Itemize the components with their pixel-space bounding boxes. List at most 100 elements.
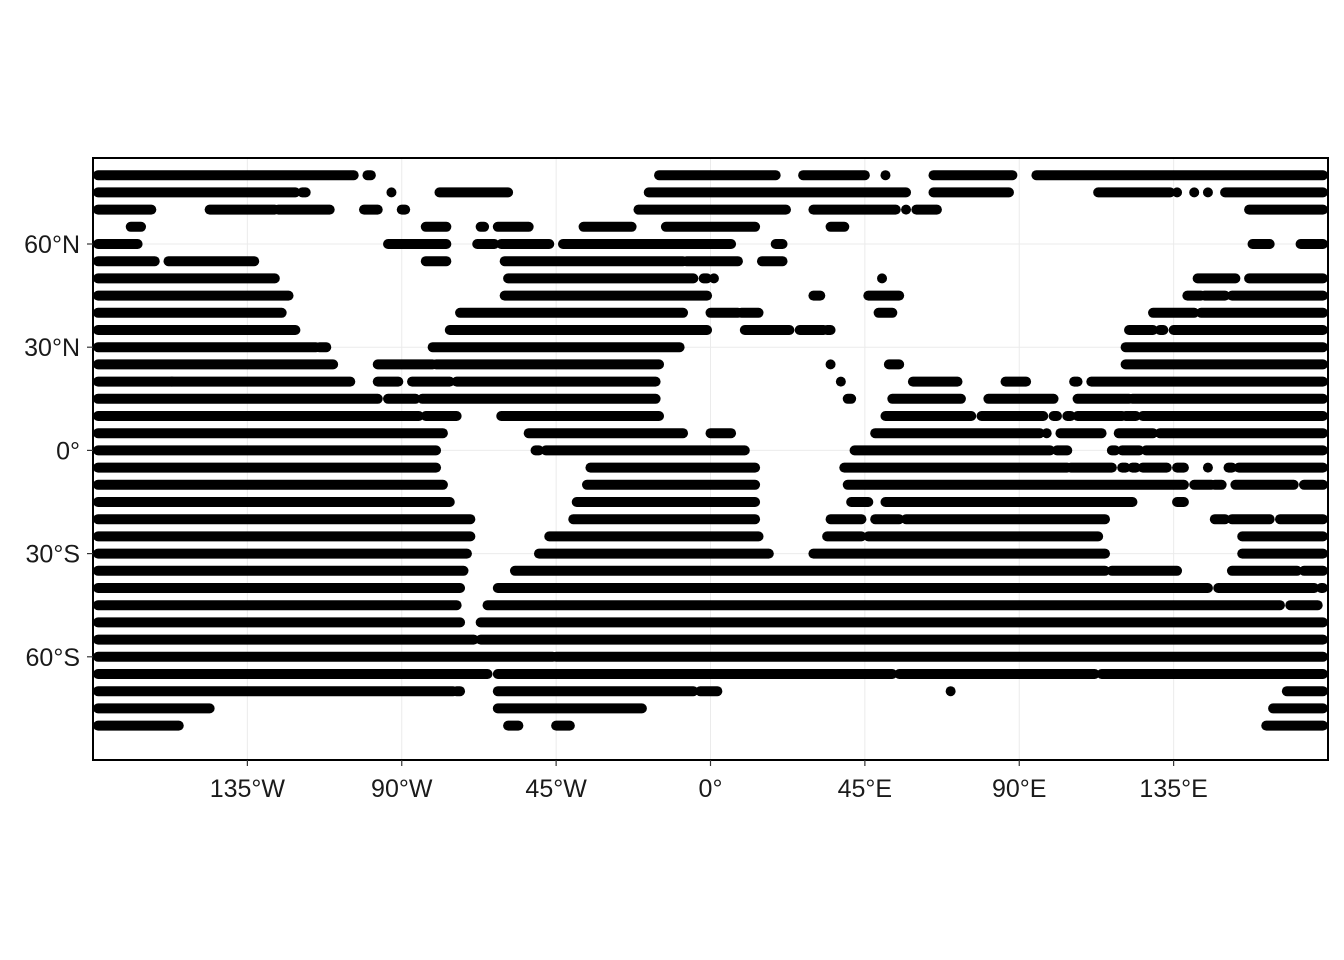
data-point-run xyxy=(499,290,713,301)
data-point-run xyxy=(825,359,836,370)
data-point-run xyxy=(1223,462,1237,473)
data-point-run xyxy=(1298,565,1328,576)
data-point-run xyxy=(544,531,764,542)
data-point-run xyxy=(163,256,260,267)
data-point-run xyxy=(660,221,761,232)
data-point-run xyxy=(1285,600,1323,611)
data-point-run xyxy=(928,170,1018,181)
data-point-run xyxy=(883,359,905,370)
data-point-run xyxy=(1268,703,1328,714)
data-point-run xyxy=(372,359,438,370)
data-point-run xyxy=(1220,187,1328,198)
data-point-run xyxy=(1120,342,1328,353)
data-point-run xyxy=(880,170,891,181)
data-point-run xyxy=(1226,290,1328,301)
data-point-run xyxy=(880,497,1138,507)
data-point-run xyxy=(93,342,321,353)
data-point-run xyxy=(1281,686,1328,697)
data-point-run xyxy=(93,669,493,679)
data-point-run xyxy=(582,479,761,490)
data-points xyxy=(93,170,1328,731)
data-point-run xyxy=(93,411,424,421)
data-point-run xyxy=(842,393,857,404)
data-point-run xyxy=(870,514,905,525)
data-point-run xyxy=(492,583,1213,593)
data-point-run xyxy=(1137,411,1328,421)
data-point-run xyxy=(1154,325,1169,335)
data-point-run xyxy=(1213,583,1320,593)
data-point-run xyxy=(372,376,404,387)
data-point-run xyxy=(1106,565,1183,576)
data-point-run xyxy=(93,445,442,456)
data-point-run xyxy=(533,548,774,559)
data-point-run xyxy=(894,669,1100,679)
data-point-run xyxy=(839,462,1073,473)
data-point-run xyxy=(499,256,689,267)
data-point-run xyxy=(633,204,791,215)
data-point-run xyxy=(93,307,287,318)
data-point-run xyxy=(681,256,743,267)
data-point-run xyxy=(880,411,977,421)
data-point-run xyxy=(571,497,761,507)
data-point-run xyxy=(1048,411,1062,421)
data-point-run xyxy=(93,428,448,439)
data-point-run xyxy=(166,376,356,387)
y-tick-label: 60°N xyxy=(24,231,80,259)
data-point-run xyxy=(1168,325,1328,335)
data-point-run xyxy=(928,187,1014,198)
data-point-run xyxy=(1189,479,1217,490)
data-point-run xyxy=(1199,290,1231,301)
data-point-run xyxy=(1154,428,1328,439)
data-point-run xyxy=(93,170,359,181)
data-point-run xyxy=(887,393,966,404)
data-point-run xyxy=(1106,445,1121,456)
data-point-run xyxy=(794,325,829,335)
data-point-run xyxy=(431,359,665,370)
data-point-run xyxy=(1127,393,1328,404)
data-point-run xyxy=(1127,462,1141,473)
data-point-run xyxy=(808,204,901,215)
data-point-run xyxy=(698,273,713,284)
data-point-run xyxy=(503,720,524,731)
data-point-run xyxy=(1041,428,1052,439)
data-point-run xyxy=(427,342,685,353)
data-point-run xyxy=(873,307,898,318)
data-point-run xyxy=(1096,669,1328,679)
data-point-run xyxy=(1124,325,1159,335)
data-point-run xyxy=(472,239,500,249)
data-point-run xyxy=(407,376,455,387)
data-point-run xyxy=(93,514,476,525)
data-point-run xyxy=(93,376,177,387)
y-tick-label: 30°S xyxy=(26,541,80,569)
data-point-run xyxy=(1261,720,1328,731)
data-point-run xyxy=(93,462,442,473)
data-point-run xyxy=(1209,479,1227,490)
data-point-run xyxy=(1069,376,1083,387)
data-point-run xyxy=(654,170,781,181)
data-point-run xyxy=(825,221,850,232)
data-point-run xyxy=(1172,187,1183,198)
data-point-run xyxy=(362,170,376,181)
data-point-run xyxy=(1182,290,1207,301)
data-point-run xyxy=(1117,462,1131,473)
data-point-run xyxy=(1055,428,1107,439)
y-tick-label: 0° xyxy=(56,437,80,465)
data-point-run xyxy=(492,669,898,679)
data-point-run xyxy=(93,290,294,301)
data-point-run xyxy=(420,221,452,232)
data-point-run xyxy=(93,634,479,645)
data-point-run xyxy=(93,703,215,714)
data-point-run xyxy=(1202,462,1213,473)
data-point-run xyxy=(907,376,963,387)
data-point-run xyxy=(1202,187,1213,198)
data-point-run xyxy=(444,325,713,335)
data-point-run xyxy=(93,651,558,662)
data-point-run xyxy=(93,583,466,593)
data-point-run xyxy=(492,703,647,714)
data-point-run xyxy=(93,204,157,215)
data-point-run xyxy=(492,221,534,232)
data-point-run xyxy=(93,359,339,370)
data-point-run xyxy=(417,393,661,404)
data-point-run xyxy=(1237,531,1328,542)
data-point-run xyxy=(798,170,870,181)
